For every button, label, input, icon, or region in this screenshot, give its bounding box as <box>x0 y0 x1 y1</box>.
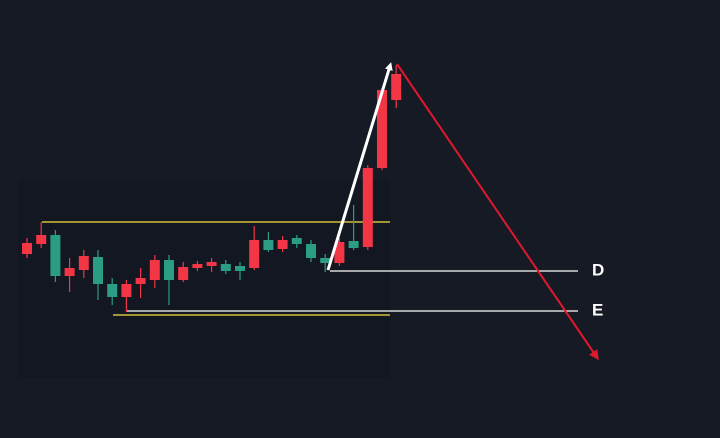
candle-body <box>277 240 288 249</box>
candle-body <box>291 238 302 244</box>
candle-body <box>348 241 359 248</box>
candle-body <box>377 90 387 168</box>
candle-body <box>107 284 118 297</box>
candle-body <box>178 267 189 280</box>
plot: DE <box>22 65 604 319</box>
candle-body <box>235 266 245 271</box>
candle-body <box>220 264 231 271</box>
candle-body <box>93 257 103 284</box>
level-label: D <box>592 260 604 279</box>
candle-body <box>36 235 47 244</box>
candle-body <box>263 240 274 250</box>
chart-panel <box>18 180 390 378</box>
up-arrow <box>326 62 393 271</box>
down-arrow <box>396 63 599 361</box>
candle-body <box>306 244 316 258</box>
candle-body <box>50 235 61 276</box>
candle-body <box>362 168 373 247</box>
candle-body <box>64 268 75 276</box>
level-label: E <box>592 300 603 319</box>
candle-body <box>249 240 260 268</box>
candle-body <box>135 278 146 284</box>
candle-body <box>149 260 160 280</box>
candle-body <box>78 256 89 270</box>
candle-body <box>164 260 174 280</box>
candle-body <box>206 262 217 266</box>
candle-body <box>391 74 402 100</box>
candle-body <box>121 284 132 297</box>
candle-body <box>192 264 203 268</box>
candle-body <box>22 243 32 254</box>
candle-body <box>320 258 331 263</box>
candle-body <box>334 242 345 263</box>
